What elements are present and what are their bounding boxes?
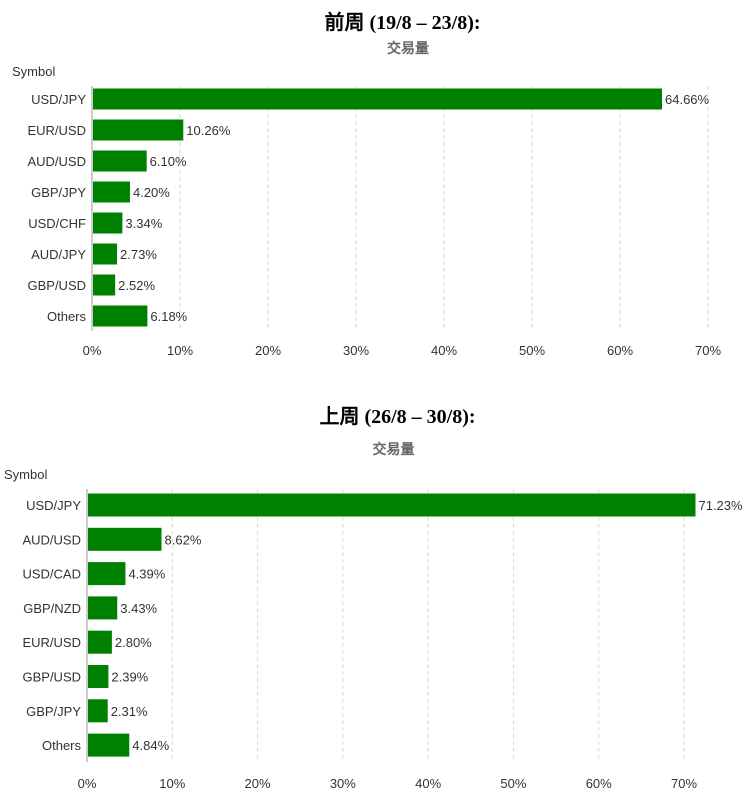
bar[interactable]: [93, 88, 663, 110]
data-label: 64.66%: [665, 92, 710, 107]
data-label: 71.23%: [698, 498, 743, 513]
x-tick-label: 70%: [671, 776, 697, 791]
bar[interactable]: [88, 699, 108, 723]
category-label: AUD/JPY: [31, 247, 86, 262]
x-tick-label: 30%: [330, 776, 356, 791]
x-tick-label: 60%: [586, 776, 612, 791]
category-label: Others: [47, 309, 87, 324]
category-label: USD/JPY: [31, 92, 86, 107]
data-label: 3.34%: [125, 216, 162, 231]
bar[interactable]: [88, 630, 112, 654]
category-label: GBP/JPY: [26, 704, 81, 719]
data-label: 4.39%: [128, 567, 165, 582]
data-label: 6.18%: [150, 309, 187, 324]
data-label: 4.20%: [133, 185, 170, 200]
category-label: Others: [42, 738, 82, 753]
category-label: EUR/USD: [27, 123, 86, 138]
bar[interactable]: [88, 562, 126, 586]
category-label: USD/CHF: [28, 216, 86, 231]
category-label: GBP/USD: [27, 278, 86, 293]
chart-1-heading: 前周 (19/8 – 23/8):: [324, 12, 481, 34]
category-label: GBP/USD: [22, 670, 81, 685]
data-label: 10.26%: [186, 123, 231, 138]
x-tick-label: 20%: [255, 343, 281, 358]
y-axis-title: Symbol: [4, 467, 47, 482]
x-tick-label: 50%: [519, 343, 545, 358]
x-tick-label: 60%: [607, 343, 633, 358]
bar[interactable]: [93, 119, 184, 141]
bar[interactable]: [88, 527, 162, 551]
category-label: EUR/USD: [22, 635, 81, 650]
chart-title: 交易量: [387, 40, 429, 56]
category-label: USD/CAD: [22, 567, 81, 582]
data-label: 2.39%: [111, 670, 148, 685]
x-tick-label: 0%: [83, 343, 102, 358]
data-label: 8.62%: [165, 532, 202, 547]
bar[interactable]: [88, 733, 130, 757]
bar[interactable]: [93, 181, 130, 203]
bar[interactable]: [93, 243, 118, 265]
x-tick-label: 70%: [695, 343, 721, 358]
category-label: USD/JPY: [26, 498, 81, 513]
chart-title: 交易量: [373, 441, 415, 457]
data-label: 2.80%: [115, 635, 152, 650]
x-tick-label: 20%: [245, 776, 271, 791]
category-label: AUD/USD: [27, 154, 86, 169]
y-axis-title: Symbol: [12, 64, 55, 79]
x-tick-label: 10%: [167, 343, 193, 358]
category-label: GBP/JPY: [31, 185, 86, 200]
bar[interactable]: [88, 493, 696, 517]
x-tick-label: 40%: [415, 776, 441, 791]
data-label: 3.43%: [120, 601, 157, 616]
x-tick-label: 50%: [500, 776, 526, 791]
chart-2-heading: 上周 (26/8 – 30/8):: [319, 406, 476, 428]
data-label: 2.52%: [118, 278, 155, 293]
bar[interactable]: [93, 274, 116, 296]
category-label: AUD/USD: [22, 532, 81, 547]
category-label: GBP/NZD: [23, 601, 81, 616]
x-tick-label: 0%: [78, 776, 97, 791]
x-tick-label: 40%: [431, 343, 457, 358]
bar[interactable]: [93, 212, 123, 234]
chart-2-svg: 交易量 Symbol 0% 10% 20% 30% 40% 50% 60% 70% USD/JPY 7…: [4, 441, 743, 791]
data-label: 2.73%: [120, 247, 157, 262]
x-tick-label: 30%: [343, 343, 369, 358]
bar[interactable]: [93, 150, 147, 172]
data-label: 2.31%: [111, 704, 148, 719]
data-label: 6.10%: [150, 154, 187, 169]
bar[interactable]: [88, 596, 118, 620]
data-label: 4.84%: [132, 738, 169, 753]
x-tick-label: 10%: [159, 776, 185, 791]
bar[interactable]: [93, 305, 148, 327]
bar[interactable]: [88, 665, 109, 688]
chart-1-svg: 交易量 Symbol 0% 10% 20% 30% 40% 50% 60% 70% USD/JPY 6…: [12, 40, 721, 358]
